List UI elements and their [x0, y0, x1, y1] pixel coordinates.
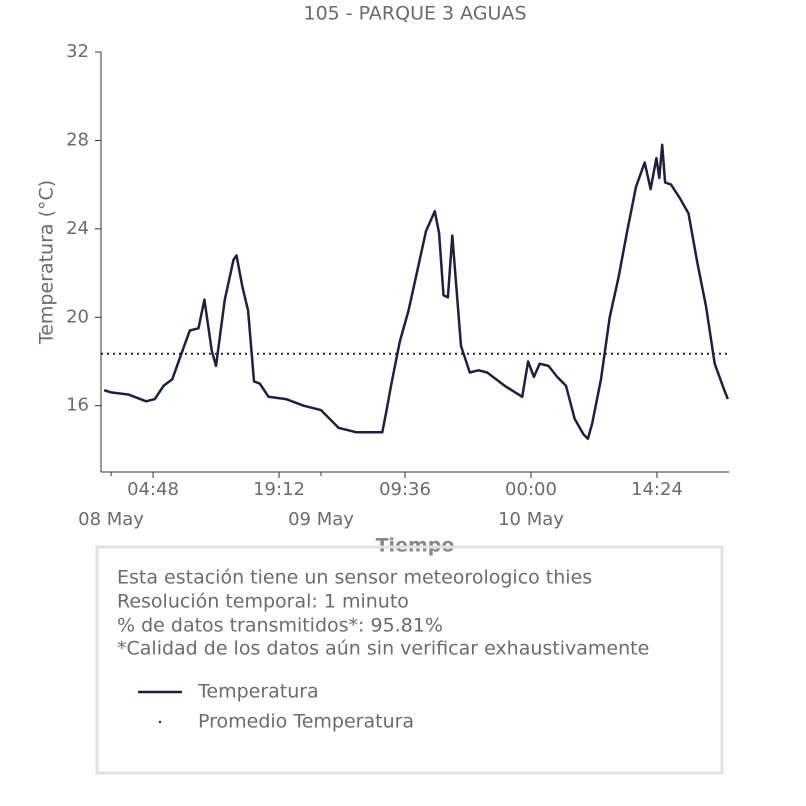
x-tick-label: 00:00: [505, 479, 557, 500]
y-tick-label: 24: [66, 218, 89, 239]
info-line: % de datos transmitidos*: 95.81%: [117, 615, 443, 637]
y-tick-label: 32: [66, 41, 89, 62]
x-tick-label: 04:48: [127, 479, 179, 500]
x-tick-label: 14:24: [631, 479, 683, 500]
y-tick-label: 16: [66, 395, 89, 416]
x-minor-tick-label: 09 May: [288, 509, 354, 530]
info-line: *Calidad de los datos aún sin verificar …: [117, 638, 649, 660]
temperature-line: [103, 143, 729, 441]
legend-label: Temperatura: [197, 681, 319, 703]
legend-swatch: [158, 720, 162, 724]
x-tick-label: 19:12: [253, 479, 305, 500]
info-line: Resolución temporal: 1 minuto: [117, 591, 409, 613]
info-line: Esta estación tiene un sensor meteorolog…: [117, 567, 592, 589]
legend-label: Promedio Temperatura: [198, 711, 414, 733]
chart-title: 105 - PARQUE 3 AGUAS: [303, 3, 526, 25]
y-tick-label: 20: [66, 306, 89, 327]
x-minor-tick-label: 10 May: [498, 509, 564, 530]
x-minor-tick-label: 08 May: [78, 509, 144, 530]
y-axis-label: Temperatura (°C): [36, 180, 58, 345]
info-box: [95, 545, 724, 775]
x-tick-label: 09:36: [379, 479, 431, 500]
y-tick-label: 28: [66, 129, 89, 150]
